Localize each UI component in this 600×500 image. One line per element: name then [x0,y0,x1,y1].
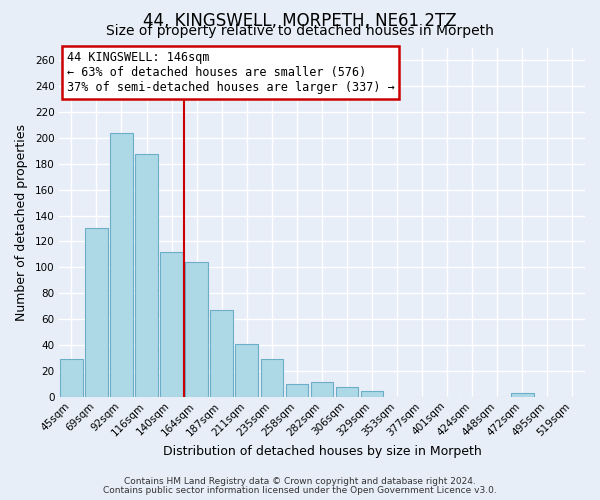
Bar [160,252,183,396]
Bar [361,392,383,396]
Bar [311,382,333,396]
Text: Size of property relative to detached houses in Morpeth: Size of property relative to detached ho… [106,24,494,38]
Bar [110,133,133,396]
Bar [336,388,358,396]
Bar [260,359,283,397]
Bar [211,310,233,396]
Bar [85,228,108,396]
Text: 44 KINGSWELL: 146sqm
← 63% of detached houses are smaller (576)
37% of semi-deta: 44 KINGSWELL: 146sqm ← 63% of detached h… [67,51,395,94]
Bar [60,359,83,397]
Y-axis label: Number of detached properties: Number of detached properties [15,124,28,320]
Text: Contains HM Land Registry data © Crown copyright and database right 2024.: Contains HM Land Registry data © Crown c… [124,477,476,486]
Bar [185,262,208,396]
Bar [286,384,308,396]
Bar [135,154,158,396]
Text: Contains public sector information licensed under the Open Government Licence v3: Contains public sector information licen… [103,486,497,495]
Text: 44, KINGSWELL, MORPETH, NE61 2TZ: 44, KINGSWELL, MORPETH, NE61 2TZ [143,12,457,30]
Bar [511,392,533,396]
X-axis label: Distribution of detached houses by size in Morpeth: Distribution of detached houses by size … [163,444,481,458]
Bar [235,344,258,396]
